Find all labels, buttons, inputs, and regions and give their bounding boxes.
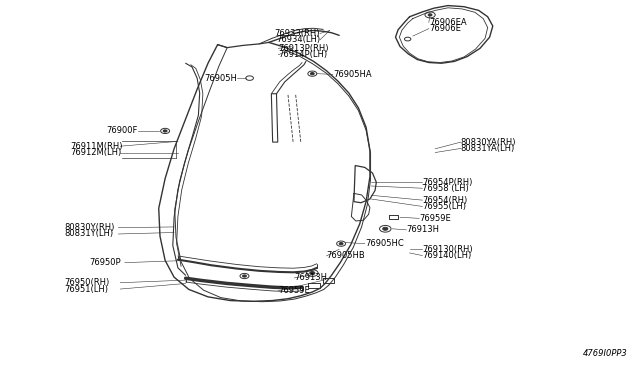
- Text: 76914P(LH): 76914P(LH): [278, 50, 328, 59]
- Text: 76913H: 76913H: [294, 273, 328, 282]
- Text: 76912M(LH): 76912M(LH): [70, 148, 122, 157]
- Text: 76954(RH): 76954(RH): [422, 196, 468, 205]
- Text: 76958 (LH): 76958 (LH): [422, 184, 469, 193]
- Circle shape: [339, 243, 343, 245]
- Text: 76959E: 76959E: [419, 214, 451, 223]
- Text: 76933(RH): 76933(RH): [275, 29, 320, 38]
- Circle shape: [383, 227, 388, 230]
- Text: 76906EA: 76906EA: [429, 18, 467, 27]
- Text: 80830YA(RH): 80830YA(RH): [461, 138, 516, 147]
- Circle shape: [310, 73, 314, 75]
- Text: 76950P: 76950P: [90, 258, 121, 267]
- Text: 76934(LH): 76934(LH): [276, 35, 320, 44]
- Text: 80831Y(LH): 80831Y(LH): [64, 230, 113, 238]
- Text: 769140(LH): 769140(LH): [422, 251, 472, 260]
- Text: 76905HA: 76905HA: [333, 70, 371, 79]
- Text: 76913H: 76913H: [406, 225, 440, 234]
- Circle shape: [243, 275, 246, 277]
- Text: 76900F: 76900F: [106, 126, 138, 135]
- Text: 76913P(RH): 76913P(RH): [278, 44, 329, 53]
- Circle shape: [163, 130, 167, 132]
- Text: 76905H: 76905H: [204, 74, 237, 83]
- Circle shape: [428, 14, 432, 16]
- Text: 80831YA(LH): 80831YA(LH): [461, 144, 515, 153]
- Text: 76905HC: 76905HC: [365, 239, 404, 248]
- Text: 76955(LH): 76955(LH): [422, 202, 467, 211]
- Text: 76950(RH): 76950(RH): [64, 278, 109, 287]
- Text: 76959E: 76959E: [278, 286, 310, 295]
- Text: 4769I0PP3: 4769I0PP3: [582, 349, 627, 358]
- Text: 80830Y(RH): 80830Y(RH): [64, 223, 115, 232]
- Circle shape: [310, 272, 315, 275]
- Text: 76911M(RH): 76911M(RH): [70, 142, 123, 151]
- Text: 769130(RH): 769130(RH): [422, 245, 473, 254]
- Text: 76954P(RH): 76954P(RH): [422, 178, 473, 187]
- Text: 76951(LH): 76951(LH): [64, 285, 108, 294]
- Text: 76905HB: 76905HB: [326, 251, 365, 260]
- Text: 76906E: 76906E: [429, 24, 461, 33]
